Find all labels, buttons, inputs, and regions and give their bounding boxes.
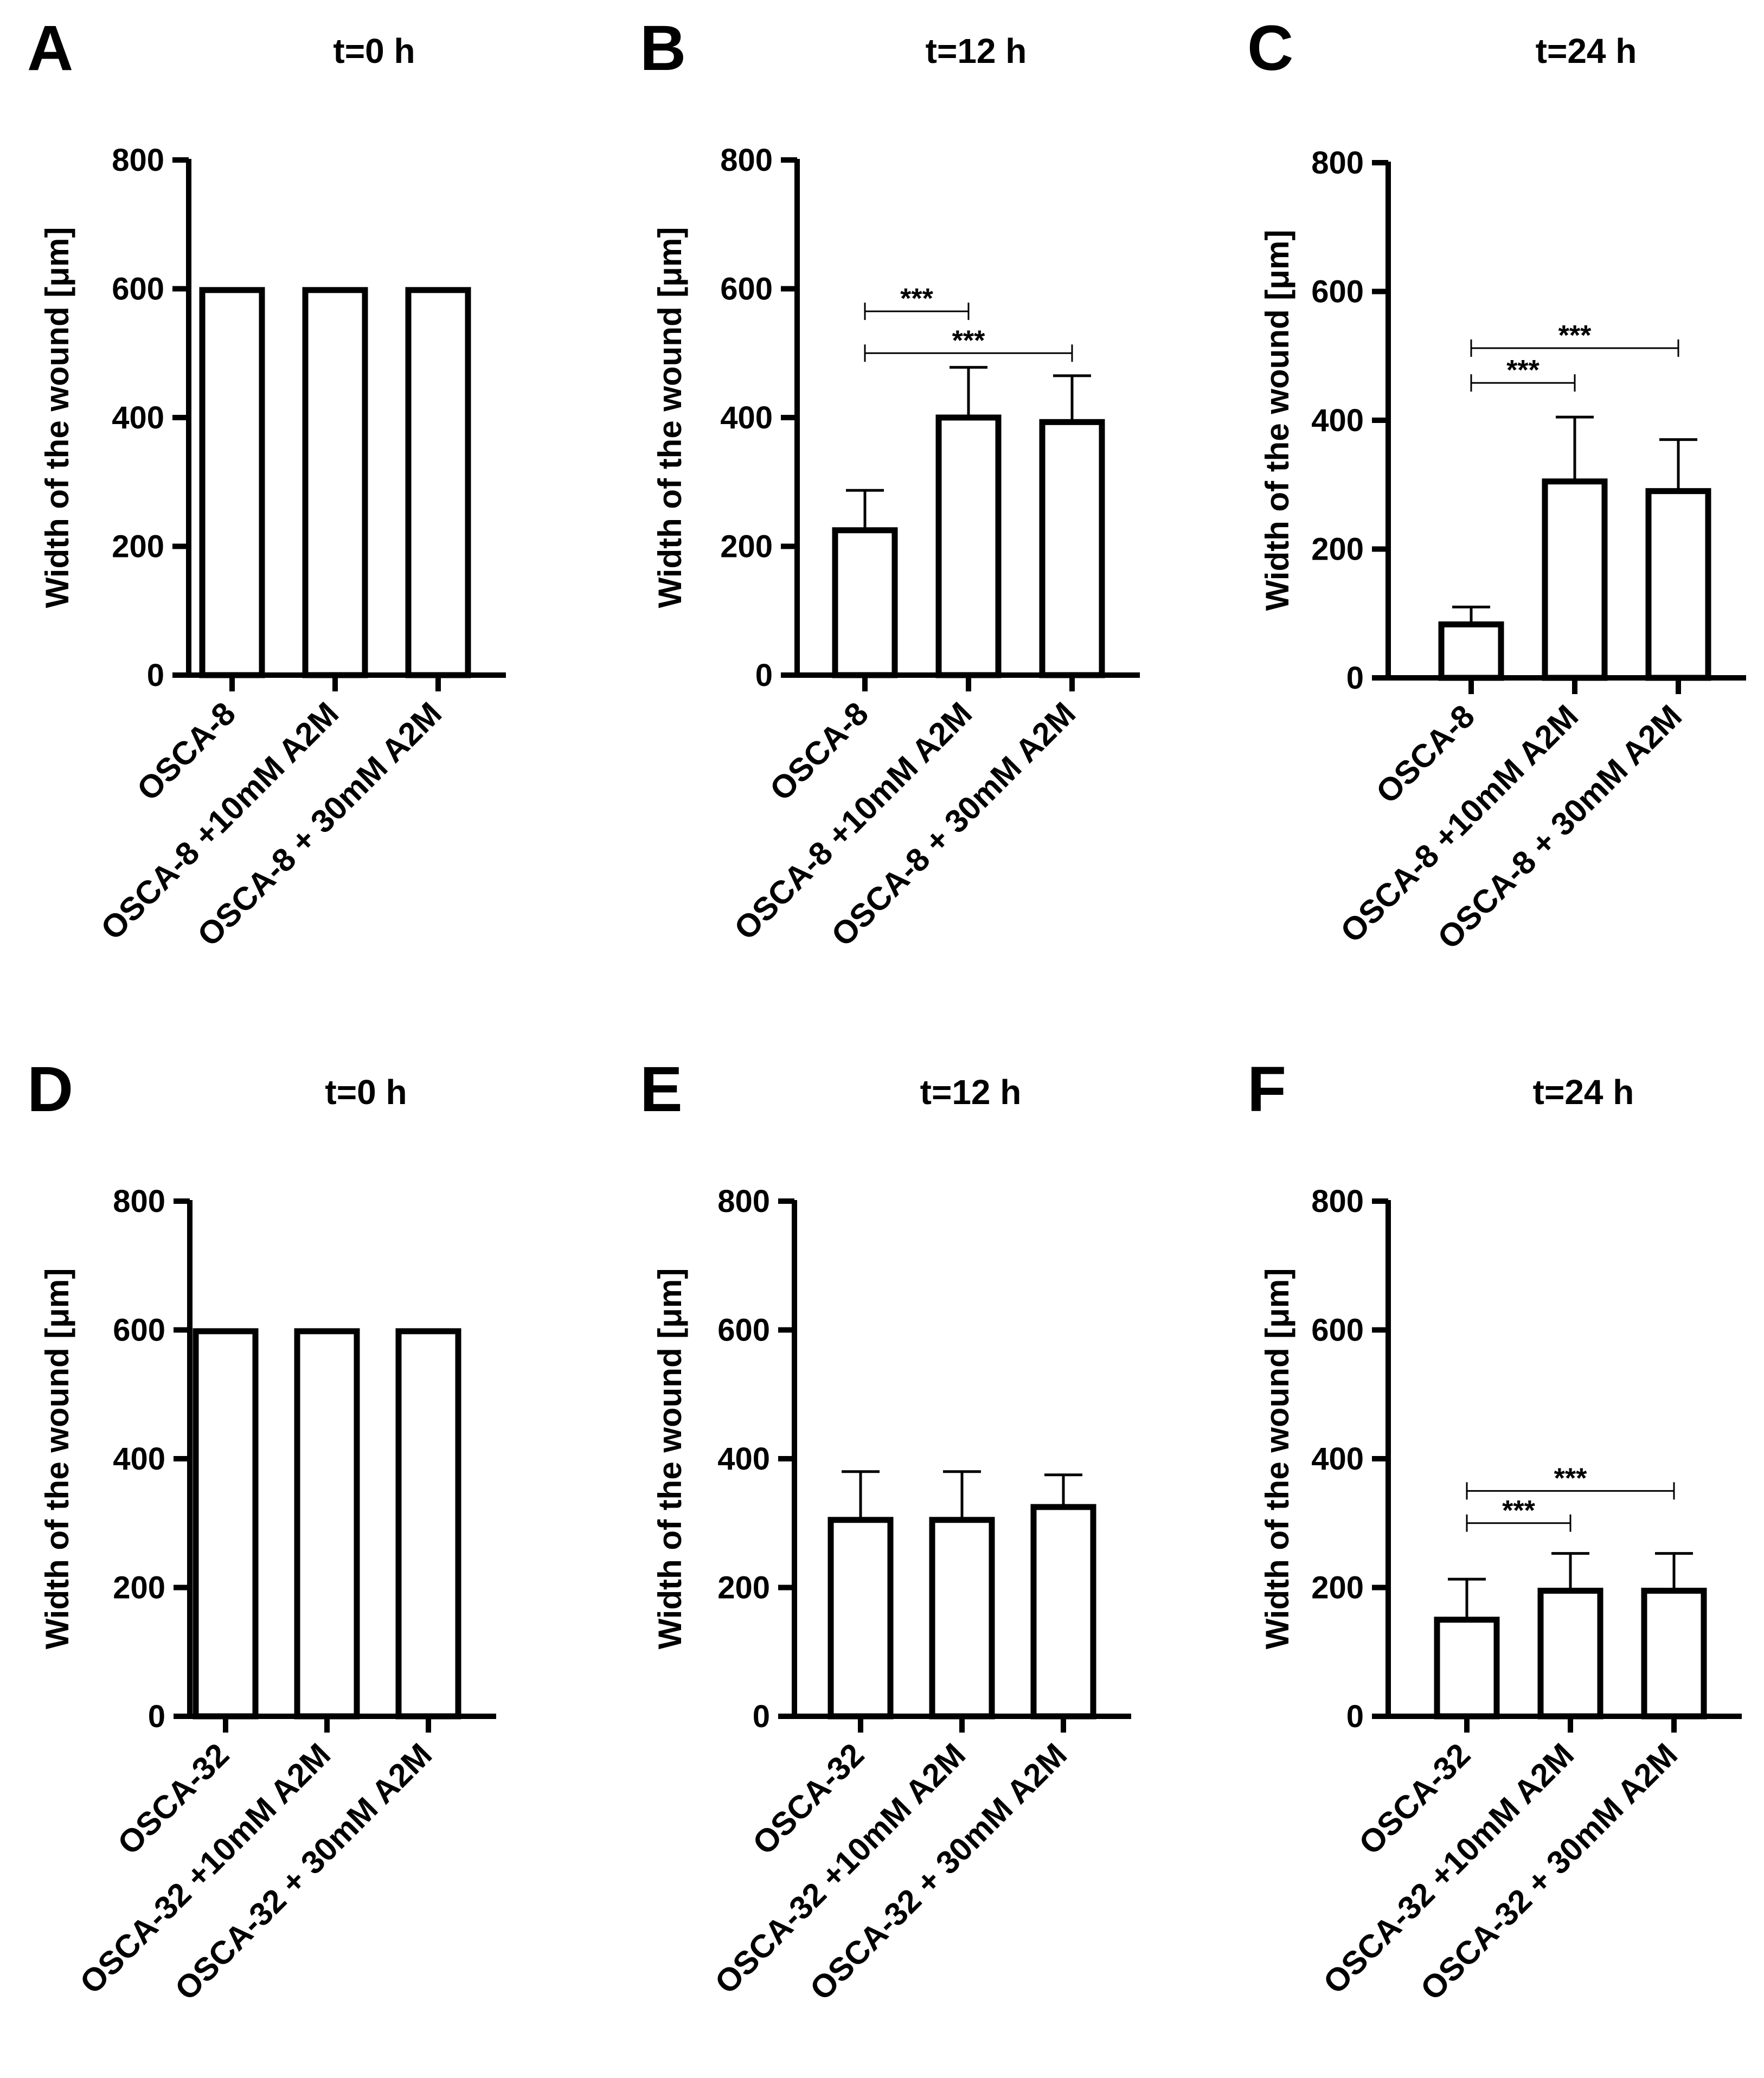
y-tick-label: 0 — [1346, 660, 1364, 696]
y-tick-label: 600 — [1311, 274, 1364, 310]
bar — [1542, 478, 1608, 681]
y-tick-label: 200 — [112, 529, 164, 565]
y-tick-label: 0 — [148, 1699, 165, 1734]
bar — [935, 414, 1002, 678]
panel-letter: D — [27, 1054, 74, 1125]
panel-e: E t=12 h 0 200 400 600 800 Width of the wound… — [640, 1057, 1204, 2077]
bar — [302, 287, 368, 678]
panel-a: A t=0 h 0 200 400 600 800 Width of the wound … — [27, 16, 591, 1019]
panel-f: F t=24 h 0 200 400 600 800 Width of the wound… — [1247, 1057, 1762, 2077]
y-axis-label: Width of the wound [μm] — [1259, 230, 1295, 611]
significance-label: *** — [1554, 1463, 1587, 1494]
y-axis-label: Width of the wound [μm] — [39, 227, 75, 608]
y-tick-label: 0 — [147, 658, 164, 693]
y-tick-label: 200 — [113, 1570, 165, 1606]
bar — [828, 1517, 894, 1720]
panel-letter: E — [640, 1054, 683, 1125]
significance-label: *** — [1506, 355, 1540, 386]
y-tick-label: 400 — [720, 400, 773, 435]
y-tick-label: 400 — [1311, 1441, 1364, 1477]
bar — [193, 1328, 259, 1720]
bar — [1641, 1587, 1707, 1720]
y-axis-label: Width of the wound [μm] — [652, 1268, 688, 1650]
panel-letter: B — [640, 12, 687, 84]
y-tick-label: 600 — [112, 272, 164, 307]
y-tick-label: 200 — [1311, 532, 1364, 567]
y-tick-label: 400 — [113, 1441, 165, 1477]
bar — [1030, 1504, 1096, 1720]
y-tick-label: 200 — [1311, 1570, 1364, 1606]
y-tick-label: 400 — [1311, 403, 1364, 438]
y-tick-label: 200 — [720, 529, 773, 565]
y-axis-label: Width of the wound [μm] — [652, 227, 688, 608]
bar — [929, 1517, 995, 1720]
bar — [395, 1328, 461, 1720]
y-tick-label: 800 — [112, 143, 164, 178]
panel-d: D t=0 h 0 200 400 600 800 Width of the wound … — [27, 1057, 591, 2077]
y-tick-label: 0 — [755, 658, 773, 693]
y-tick-label: 800 — [720, 143, 773, 178]
chart-title: t=12 h — [920, 1073, 1022, 1112]
bar — [199, 287, 265, 678]
bar — [1434, 1617, 1500, 1720]
y-tick-label: 400 — [717, 1441, 770, 1477]
y-tick-label: 800 — [1311, 1184, 1364, 1219]
y-axis-label: Width of the wound [μm] — [39, 1268, 75, 1650]
y-tick-label: 400 — [112, 400, 164, 435]
y-tick-label: 600 — [720, 272, 773, 307]
y-tick-label: 600 — [113, 1313, 165, 1348]
bar — [405, 287, 471, 678]
panel-letter: F — [1247, 1054, 1287, 1125]
significance-label: *** — [900, 283, 933, 315]
bar — [1438, 621, 1504, 681]
bar — [1537, 1587, 1603, 1720]
bar — [1039, 419, 1105, 678]
y-tick-label: 800 — [717, 1184, 770, 1219]
y-tick-label: 800 — [113, 1184, 165, 1219]
chart-title: t=24 h — [1535, 31, 1637, 70]
y-tick-label: 200 — [717, 1570, 770, 1606]
bar — [832, 527, 898, 678]
y-tick-label: 800 — [1311, 145, 1364, 181]
significance-label: *** — [1502, 1495, 1535, 1527]
panel-c: C t=24 h 0 200 400 600 800 Width of the wound… — [1247, 16, 1762, 1019]
significance-label: *** — [952, 325, 985, 356]
y-axis-label: Width of the wound [μm] — [1259, 1268, 1295, 1650]
chart-title: t=24 h — [1532, 1073, 1634, 1112]
y-tick-label: 0 — [753, 1699, 770, 1734]
y-tick-label: 0 — [1346, 1699, 1364, 1734]
significance-label: *** — [1558, 320, 1592, 351]
chart-title: t=12 h — [925, 31, 1027, 70]
panel-letter: C — [1247, 12, 1294, 84]
y-tick-label: 600 — [717, 1313, 770, 1348]
chart-title: t=0 h — [333, 31, 415, 70]
panel-b: B t=12 h 0 200 400 600 800 Width of the wound… — [640, 16, 1204, 1019]
panel-letter: A — [27, 12, 74, 84]
y-tick-label: 600 — [1311, 1313, 1364, 1348]
bar — [1645, 488, 1711, 681]
chart-title: t=0 h — [325, 1073, 407, 1112]
bar — [294, 1328, 360, 1720]
